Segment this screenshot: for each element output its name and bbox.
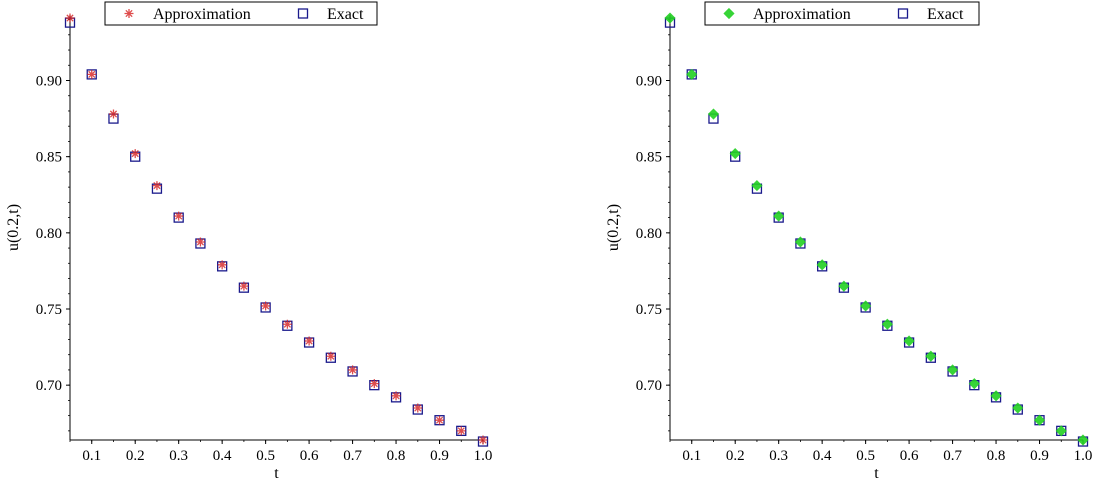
data-point: [773, 210, 785, 222]
x-tick-label: 0.2: [726, 448, 745, 464]
data-point: [947, 364, 959, 376]
series-approximation: [65, 13, 488, 445]
legend-label-approximation: Approximation: [753, 6, 851, 23]
data-point: [391, 391, 401, 401]
data-point: [261, 301, 271, 311]
x-tick-label: 0.6: [900, 448, 919, 464]
data-point: [130, 149, 140, 159]
x-tick-label: 0.2: [126, 448, 145, 464]
x-tick-label: 0.5: [856, 448, 875, 464]
legend-marker-exact: [897, 8, 909, 19]
legend-box: [104, 1, 378, 26]
y-tick-label: 0.75: [636, 302, 662, 318]
data-point: [990, 390, 1002, 402]
data-point: [838, 280, 850, 292]
data-point: [326, 351, 336, 361]
data-point: [87, 69, 97, 79]
x-axis-label: t: [874, 465, 879, 482]
data-point: [348, 365, 358, 375]
data-point: [195, 237, 205, 247]
data-point: [369, 379, 379, 389]
data-point: [686, 68, 698, 80]
data-point: [925, 350, 937, 362]
data-point: [794, 236, 806, 248]
x-tick-label: 0.9: [1030, 448, 1049, 464]
data-point: [881, 318, 893, 330]
x-tick-label: 0.4: [213, 448, 232, 464]
data-point: [1033, 414, 1046, 426]
data-point: [174, 211, 184, 221]
x-tick-label: 0.3: [769, 448, 788, 464]
x-tick-label: 0.8: [987, 448, 1006, 464]
legend-label-exact: Exact: [927, 6, 964, 23]
data-point: [65, 13, 75, 23]
legend: Approximation Exact: [704, 1, 980, 26]
y-tick-label: 0.75: [36, 302, 62, 318]
y-tick-label: 0.80: [636, 226, 662, 242]
data-point: [968, 378, 980, 390]
x-tick-label: 0.3: [169, 448, 188, 464]
y-tick-label: 0.85: [636, 150, 662, 166]
y-tick-label: 0.90: [636, 74, 662, 90]
series-approximation: [664, 12, 1089, 446]
legend-label-exact: Exact: [327, 6, 364, 23]
legend-marker-exact: [297, 8, 309, 19]
series-exact: [64, 17, 489, 447]
y-tick-label: 0.70: [36, 378, 62, 394]
legend-marker-approximation: [124, 9, 134, 18]
x-axis-label: t: [274, 465, 279, 482]
x-tick-label: 0.8: [387, 448, 406, 464]
chart-right-svg: 0.1 0.2 0.3 0.4 0.5 0.6 0.7 0.8 0.9 1.0 0.70 0.75 0.…: [605, 1, 1093, 482]
data-point: [1055, 425, 1067, 437]
legend-box: [704, 1, 980, 26]
data-point: [413, 403, 423, 413]
x-tick-label: 0.7: [343, 448, 362, 464]
data-point: [1077, 434, 1089, 446]
data-point: [707, 108, 720, 120]
y-axis-label: u(0.2,t): [5, 204, 22, 251]
x-tick-label: 0.7: [943, 448, 962, 464]
data-point: [1012, 402, 1024, 414]
chart-left-svg: 0.1 0.2 0.3 0.4 0.5 0.6 0.7 0.8 0.9 1.0 0.70 0.75 0.…: [5, 1, 493, 482]
data-point: [816, 259, 828, 271]
legend: Approximation Exact: [104, 1, 378, 26]
data-point: [304, 336, 314, 346]
data-point: [152, 181, 162, 191]
chart-right: 0.1 0.2 0.3 0.4 0.5 0.6 0.7 0.8 0.9 1.0 0.70 0.75 0.…: [547, 0, 1094, 483]
legend-label-approximation: Approximation: [153, 6, 251, 23]
y-axis-label: u(0.2,t): [605, 204, 622, 251]
y-tick-label: 0.90: [36, 74, 62, 90]
x-tick-label: 0.1: [82, 448, 101, 464]
data-point: [664, 12, 676, 24]
y-tick-label: 0.80: [36, 226, 62, 242]
data-point: [108, 109, 118, 119]
data-point: [903, 335, 915, 347]
x-tick-label: 1.0: [474, 448, 493, 464]
data-point: [282, 319, 292, 329]
x-tick-label: 0.4: [813, 448, 832, 464]
data-point: [239, 281, 249, 291]
data-point: [435, 415, 445, 425]
x-tick-label: 0.6: [300, 448, 319, 464]
legend-marker-approximation: [723, 7, 735, 20]
series-exact: [664, 17, 1089, 447]
x-tick-label: 0.5: [256, 448, 275, 464]
y-tick-label: 0.70: [636, 378, 662, 394]
data-point: [860, 300, 872, 312]
data-point: [217, 260, 227, 270]
y-tick-label: 0.85: [36, 150, 62, 166]
chart-left: 0.1 0.2 0.3 0.4 0.5 0.6 0.7 0.8 0.9 1.0 0.70 0.75 0.…: [5, 1, 493, 482]
data-point: [751, 180, 763, 192]
data-point: [478, 435, 488, 445]
data-point: [729, 148, 741, 160]
data-point: [456, 426, 466, 436]
x-tick-label: 0.9: [430, 448, 449, 464]
x-tick-label: 0.1: [682, 448, 701, 464]
x-tick-label: 1.0: [1074, 448, 1093, 464]
